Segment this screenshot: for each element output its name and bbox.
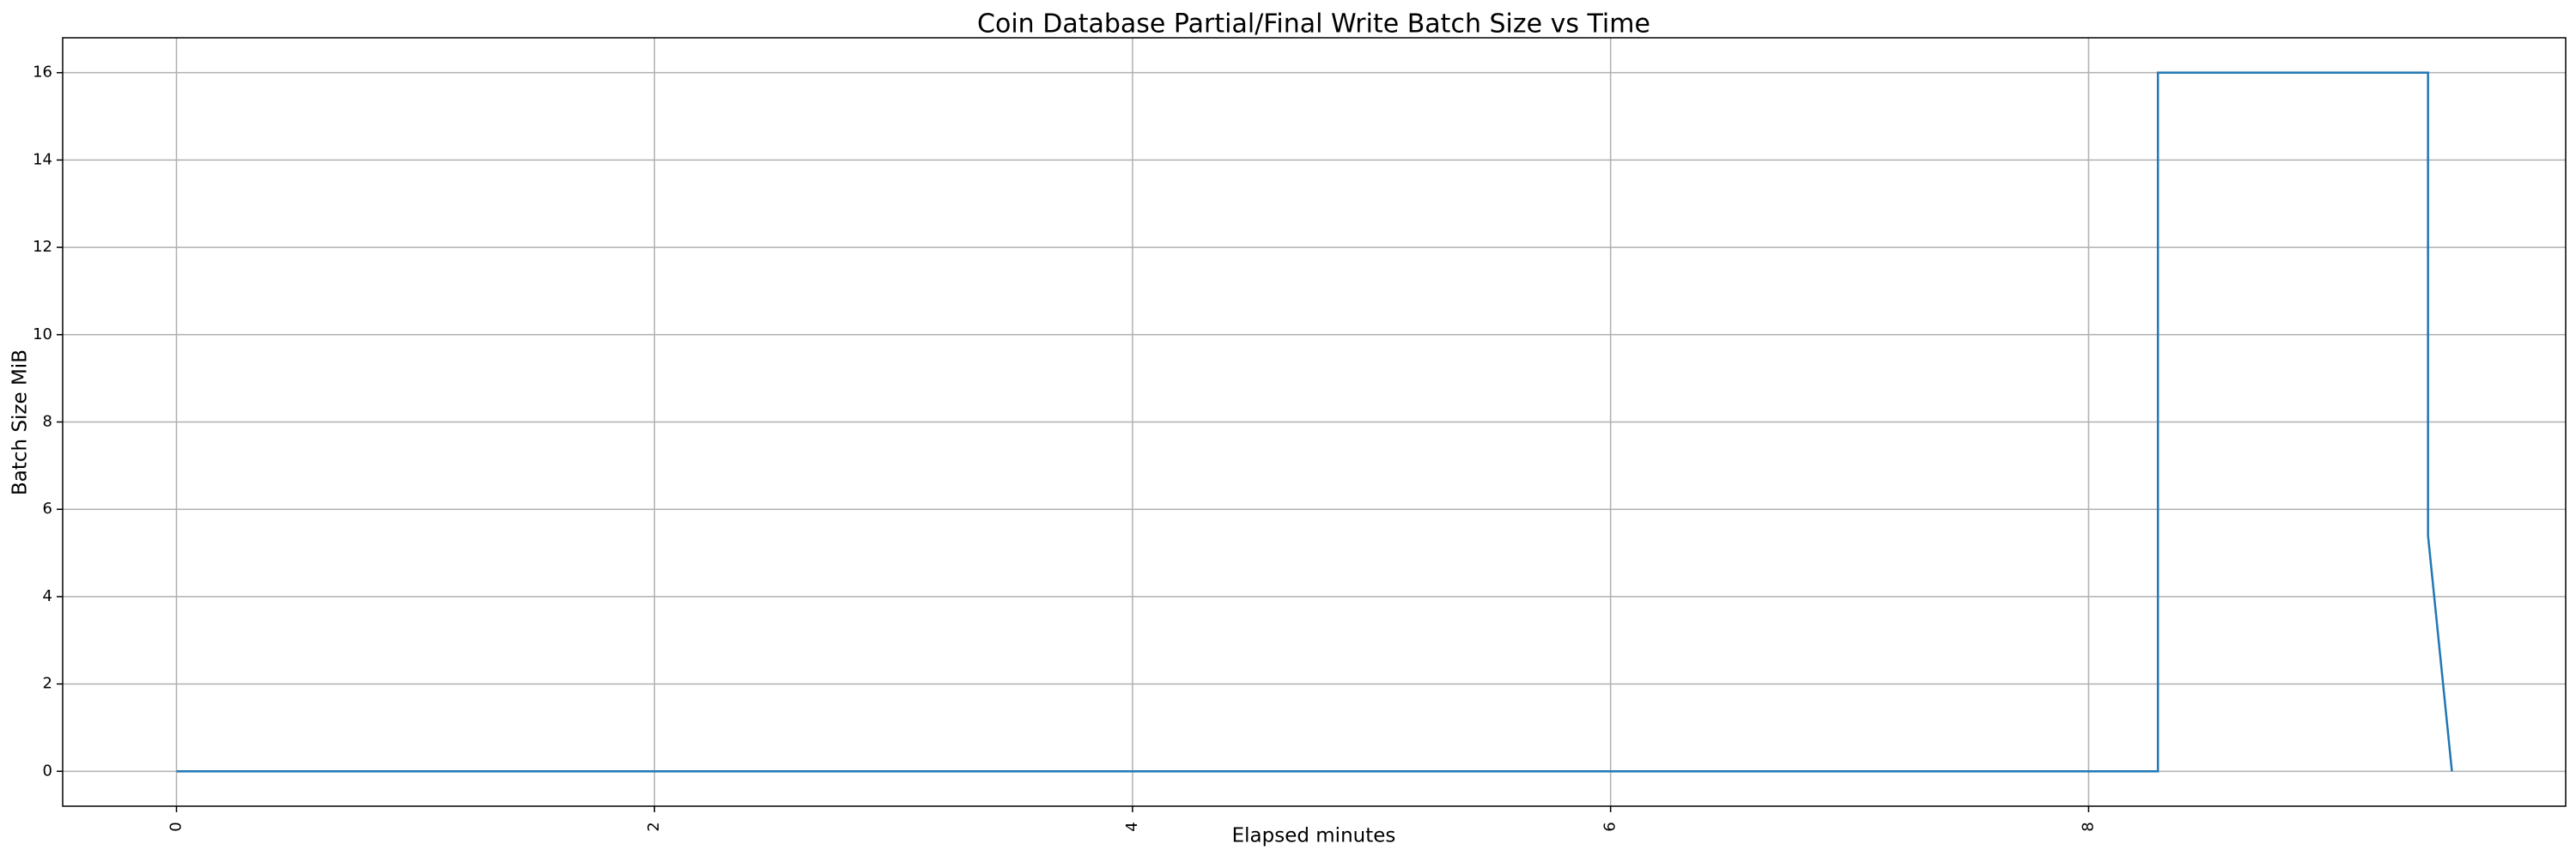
y-tick-label: 4: [43, 587, 52, 605]
x-tick-label: 4: [1123, 822, 1141, 831]
x-tick-label: 2: [645, 822, 663, 831]
y-tick-label: 6: [43, 500, 52, 518]
y-tick-label: 8: [43, 413, 52, 431]
data-line: [176, 71, 2453, 773]
x-axis-label: Elapsed minutes: [1232, 825, 1396, 847]
plot-frame: [62, 37, 2567, 807]
y-tick-label: 0: [43, 762, 52, 780]
y-tick-label: 10: [33, 325, 52, 343]
y-tick-label: 2: [43, 675, 52, 693]
y-tick-label: 14: [33, 150, 52, 168]
y-axis-label: Batch Size MiB: [9, 349, 32, 495]
y-tick-label: 12: [33, 238, 52, 256]
x-tick-label: 0: [167, 822, 185, 831]
chart-title: Coin Database Partial/Final Write Batch …: [977, 9, 1650, 39]
x-tick-label: 6: [1601, 822, 1619, 831]
y-tick-label: 16: [33, 64, 52, 82]
x-tick-label: 8: [2079, 822, 2097, 831]
